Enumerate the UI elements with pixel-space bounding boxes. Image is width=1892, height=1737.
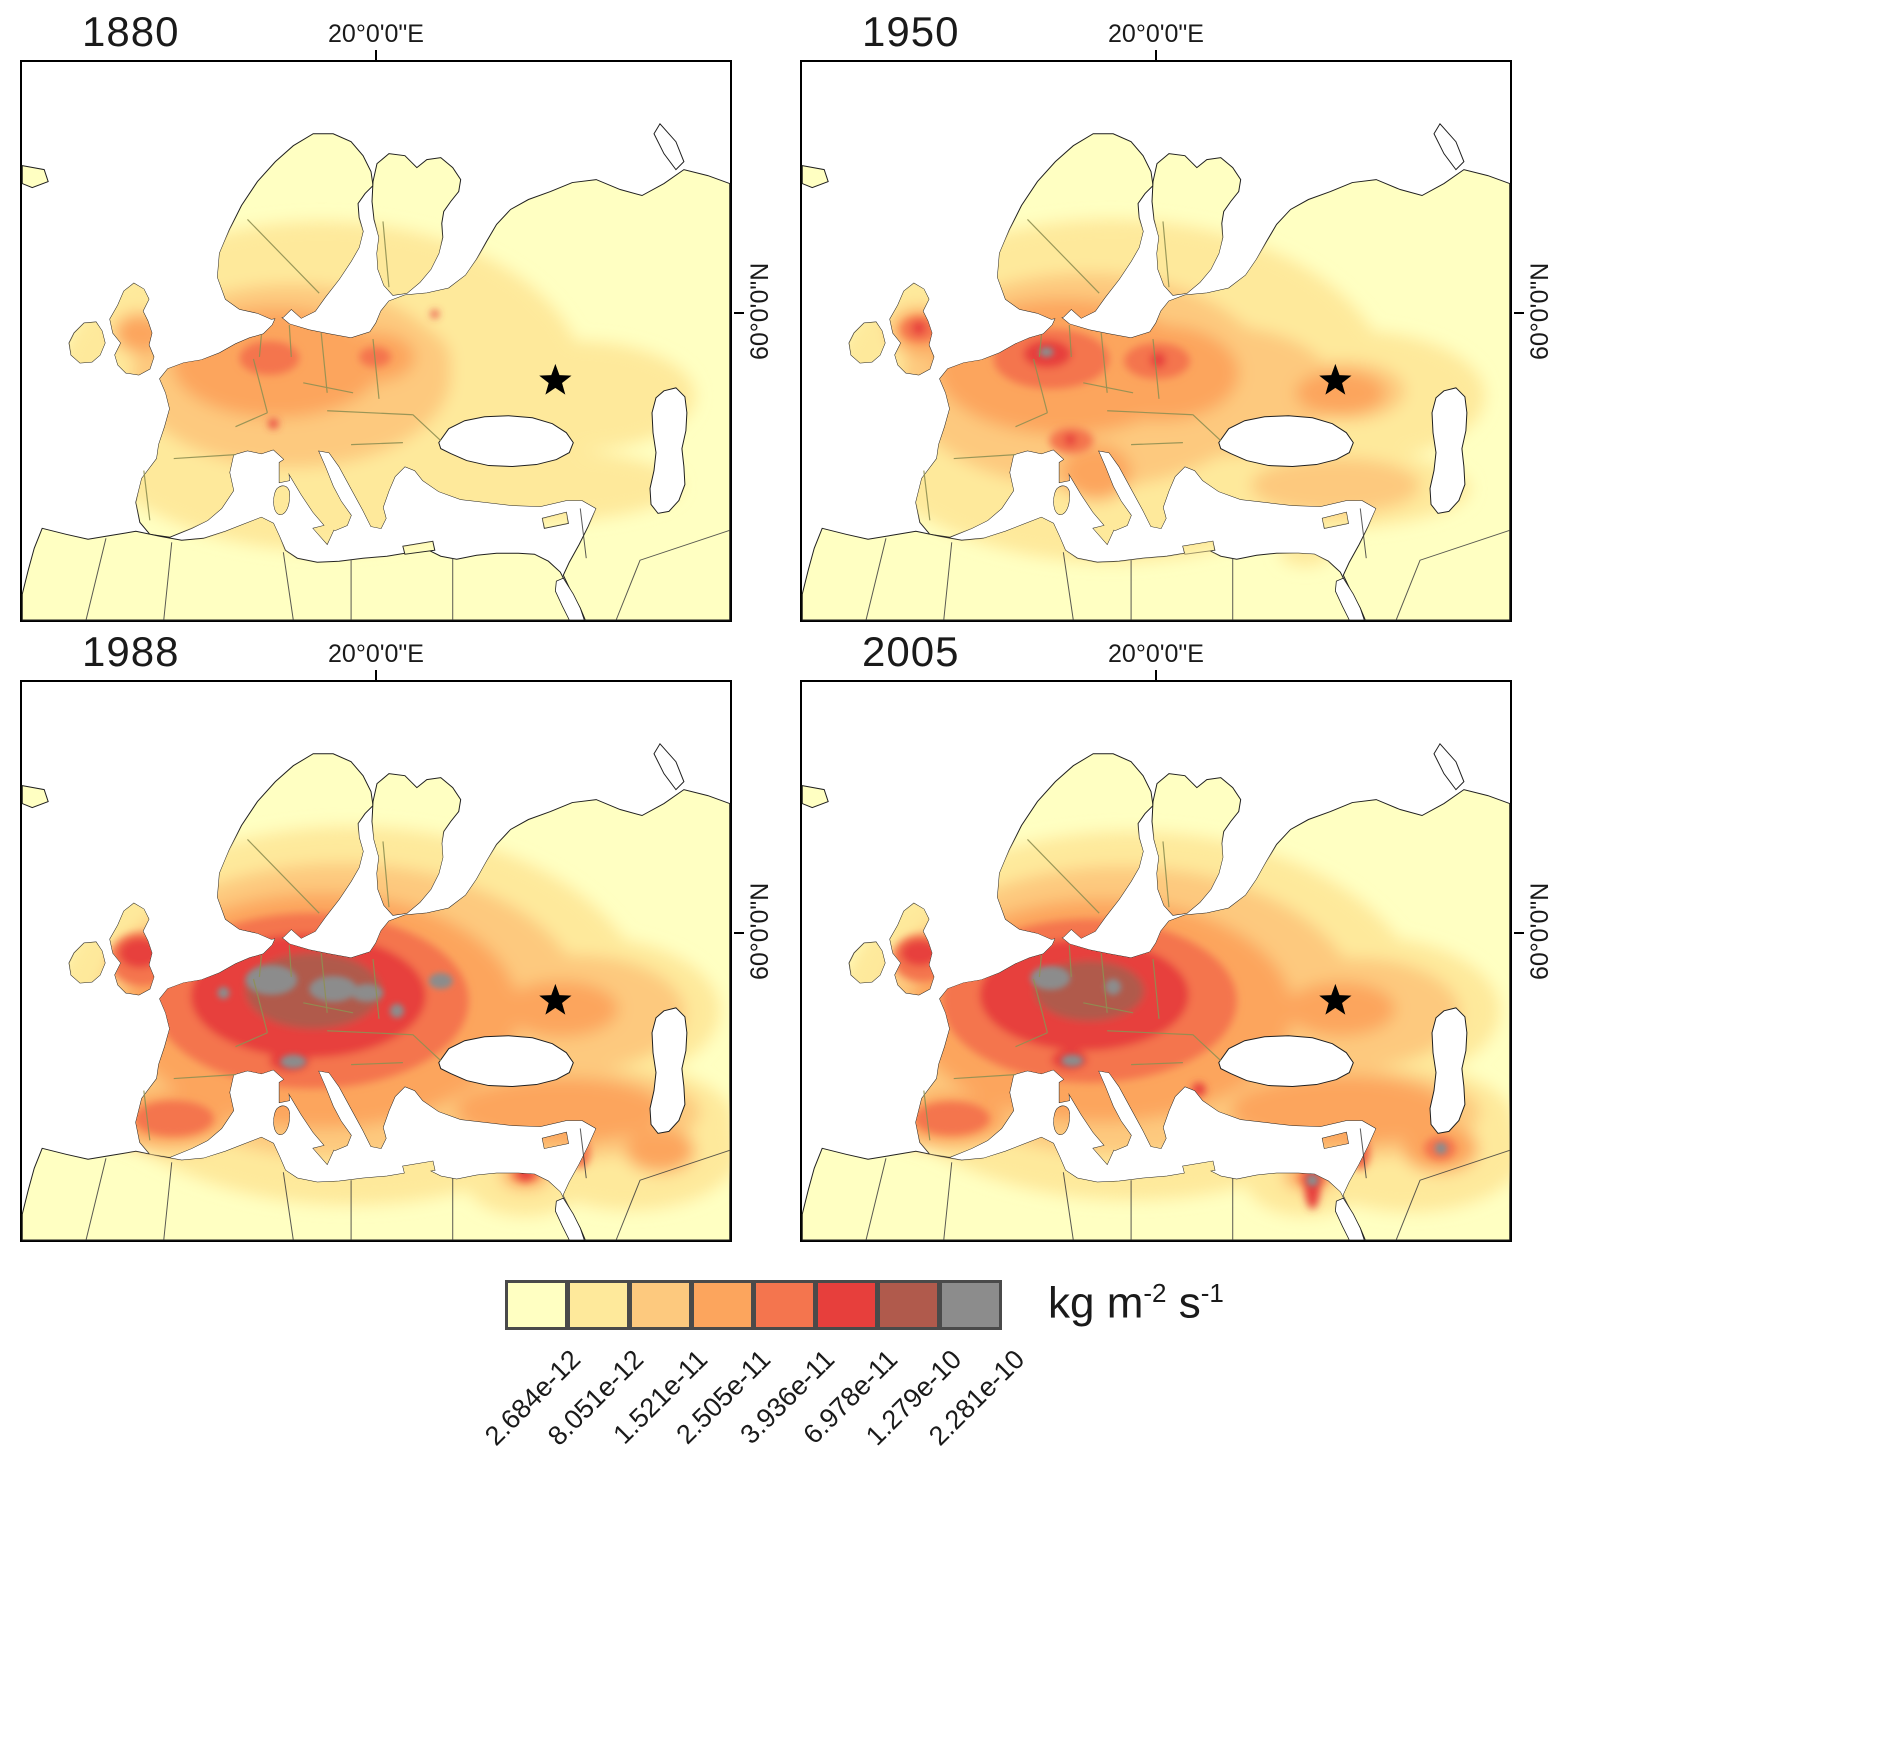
unit-superscript: -1 [1200,1278,1224,1308]
map-canvas-1880 [20,60,732,622]
map-canvas-1988 [20,680,732,1242]
map-panel-1950: 1950 20°0'0"E 60°0'0"N [800,8,1554,622]
right-axis-label: 60°0'0"N [746,882,774,980]
right-axis-label: 60°0'0"N [1526,262,1554,360]
panel-year-label: 1880 [82,8,180,55]
map-panel-2005: 2005 20°0'0"E 60°0'0"N [800,628,1554,1242]
right-axis-tick [1514,932,1524,934]
legend-swatch [939,1280,1002,1330]
right-axis-label: 60°0'0"N [1526,882,1554,980]
legend-swatch [815,1280,878,1330]
map-panel-1988: 1988 20°0'0"E 60°0'0"N [20,628,774,1242]
panel-year-label: 2005 [862,628,960,675]
legend-swatch [691,1280,754,1330]
right-axis-tick [734,932,744,934]
top-axis-label: 20°0'0"E [328,20,424,48]
legend-unit-label: kg m-2 s-1 [1048,1278,1224,1329]
panel-year-label: 1988 [82,628,180,675]
unit-base: s [1166,1278,1201,1328]
map-svg-1950 [802,123,1511,621]
map-panel-1880: 1880 20°0'0"E 60°0'0"N [20,8,774,622]
map-svg-1988 [22,743,730,1241]
right-axis-tick [734,312,744,314]
legend-swatch [877,1280,940,1330]
unit-base: kg m [1048,1278,1144,1328]
top-axis-label: 20°0'0"E [1108,20,1204,48]
legend-swatch [753,1280,816,1330]
right-axis-label: 60°0'0"N [746,262,774,360]
unit-superscript: -2 [1143,1278,1167,1308]
top-axis-tick [375,50,377,60]
legend-swatches [505,1280,1002,1330]
top-axis-label: 20°0'0"E [328,640,424,668]
top-axis-tick [375,670,377,680]
panel-year-label: 1950 [862,8,960,55]
top-axis-label: 20°0'0"E [1108,640,1204,668]
right-axis-tick [1514,312,1524,314]
top-axis-tick [1155,670,1157,680]
map-canvas-2005 [800,680,1512,1242]
map-svg-1880 [22,123,731,621]
map-svg-2005 [802,743,1510,1241]
map-canvas-1950 [800,60,1512,622]
legend-swatch [505,1280,568,1330]
legend-swatch [629,1280,692,1330]
legend-swatch [567,1280,630,1330]
top-axis-tick [1155,50,1157,60]
